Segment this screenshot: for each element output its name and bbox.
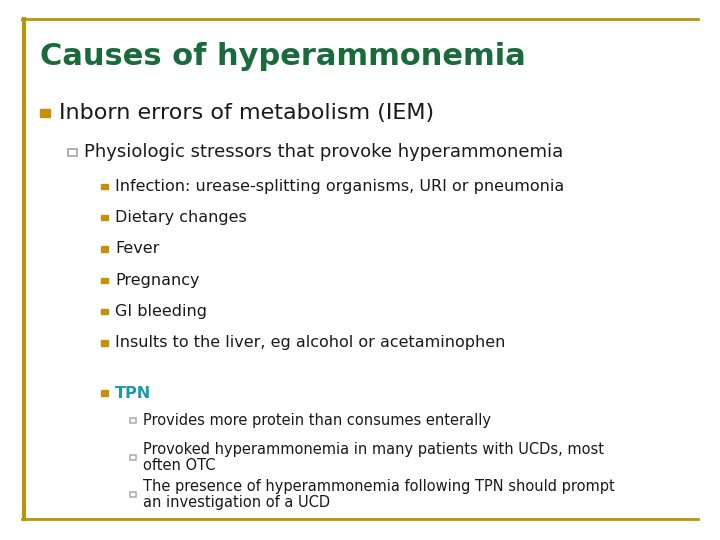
Text: GI bleeding: GI bleeding	[115, 304, 207, 319]
Bar	[101, 278, 108, 283]
Bar	[130, 491, 136, 497]
Text: Physiologic stressors that provoke hyperammonemia: Physiologic stressors that provoke hyper…	[84, 143, 564, 161]
Text: Provides more protein than consumes enterally: Provides more protein than consumes ente…	[143, 413, 491, 428]
Bar	[130, 418, 136, 423]
Text: Insults to the liver, eg alcohol or acetaminophen: Insults to the liver, eg alcohol or acet…	[115, 335, 505, 350]
Text: often OTC: often OTC	[143, 458, 216, 473]
Text: Dietary changes: Dietary changes	[115, 210, 247, 225]
Bar	[101, 215, 108, 220]
Bar	[40, 109, 50, 117]
Bar	[101, 340, 108, 346]
Text: Inborn errors of metabolism (IEM): Inborn errors of metabolism (IEM)	[59, 103, 434, 124]
Bar	[101, 184, 108, 189]
Bar	[101, 246, 108, 252]
Text: Provoked hyperammonemia in many patients with UCDs, most: Provoked hyperammonemia in many patients…	[143, 442, 604, 457]
Bar	[130, 455, 136, 460]
Bar	[101, 309, 108, 314]
Bar	[68, 149, 77, 156]
Text: Fever: Fever	[115, 241, 160, 256]
Text: Pregnancy: Pregnancy	[115, 273, 199, 288]
Bar	[101, 390, 108, 396]
Text: an investigation of a UCD: an investigation of a UCD	[143, 495, 330, 510]
Text: The presence of hyperammonemia following TPN should prompt: The presence of hyperammonemia following…	[143, 478, 615, 494]
Text: Causes of hyperammonemia: Causes of hyperammonemia	[40, 42, 526, 71]
Text: TPN: TPN	[115, 386, 151, 401]
Text: Infection: urease-splitting organisms, URI or pneumonia: Infection: urease-splitting organisms, U…	[115, 179, 564, 194]
